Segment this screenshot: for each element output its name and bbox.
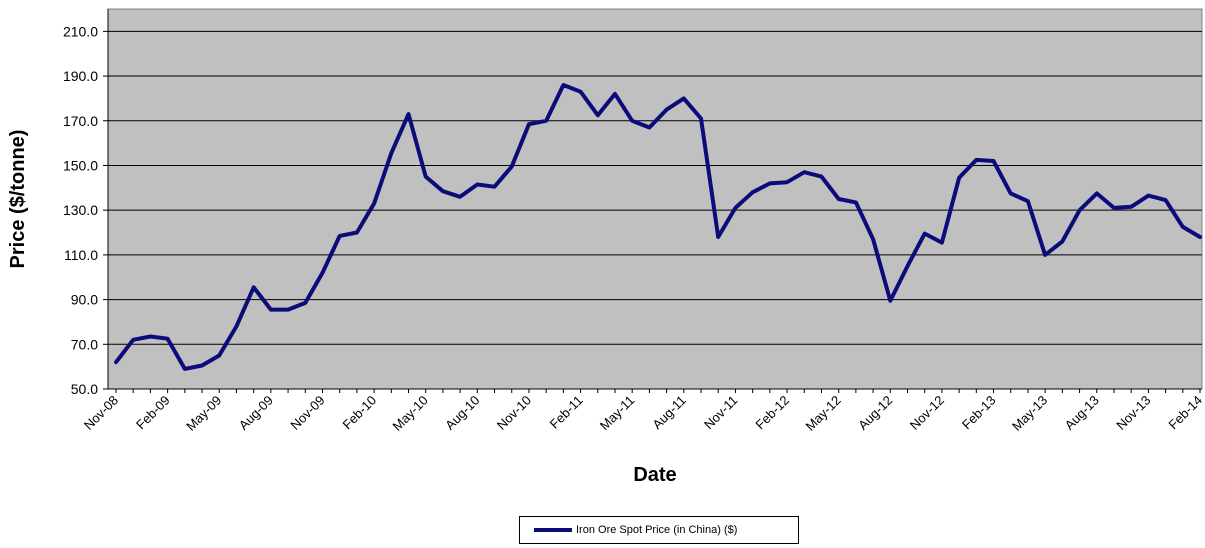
x-tick-label: May-10	[390, 393, 431, 434]
x-tick-label: Feb-10	[339, 393, 379, 433]
legend-line-swatch	[534, 528, 572, 532]
x-tick-label: Nov-09	[287, 393, 327, 433]
series-layer	[114, 83, 1202, 371]
y-tick-label: 130.0	[63, 202, 98, 218]
x-tick-label: Aug-10	[442, 393, 482, 433]
y-tick-label: 90.0	[71, 292, 98, 308]
x-tick-label: Nov-13	[1113, 393, 1153, 433]
x-tick-label: Nov-12	[907, 393, 947, 433]
legend-label: Iron Ore Spot Price (in China) ($)	[576, 524, 738, 536]
y-tick-label: 70.0	[71, 336, 98, 352]
y-tick-label: 170.0	[63, 113, 98, 129]
x-tick-label: May-11	[597, 393, 638, 434]
y-axis: 50.0 70.0 90.0 110.0 130.0 150.0 170.0 190.0 210…	[63, 9, 109, 397]
x-tick-label: Nov-11	[701, 393, 741, 433]
x-axis: Nov-08 Feb-09 May-09 Aug-09 Nov-09 Feb-10 May-…	[81, 388, 1205, 434]
y-tick-label: 150.0	[63, 157, 98, 173]
plot-area	[107, 8, 1203, 390]
x-tick-label: Feb-11	[547, 393, 586, 432]
x-tick-label: Aug-09	[236, 393, 276, 433]
y-tick-label: 110.0	[64, 247, 98, 263]
x-tick-label: Aug-12	[855, 393, 895, 433]
x-tick-label: Nov-08	[81, 393, 121, 433]
x-axis-title: Date	[633, 464, 676, 486]
y-tick-label: 50.0	[71, 381, 98, 397]
x-tick-label: May-13	[1009, 393, 1050, 434]
x-tick-label: Nov-10	[494, 393, 534, 433]
series-line	[114, 83, 1202, 371]
x-tick-label: Feb-14	[1165, 393, 1205, 433]
x-tick-label: Feb-13	[959, 393, 999, 433]
y-tick-label: 190.0	[63, 68, 98, 84]
x-tick-label: Feb-09	[133, 393, 173, 433]
x-tick-label: Aug-11	[649, 393, 689, 433]
legend: Iron Ore Spot Price (in China) ($)	[519, 516, 799, 544]
x-tick-label: Aug-13	[1062, 393, 1102, 433]
y-tick-label: 210.0	[63, 23, 98, 39]
x-tick-label: Feb-12	[752, 393, 792, 433]
y-axis-title: Price ($/tonne)	[7, 130, 29, 269]
x-tick-label: May-12	[803, 393, 844, 434]
line-chart: 50.0 70.0 90.0 110.0 130.0 150.0 170.0 190.0 210…	[7, 8, 1205, 486]
x-tick-label: May-09	[183, 393, 224, 434]
